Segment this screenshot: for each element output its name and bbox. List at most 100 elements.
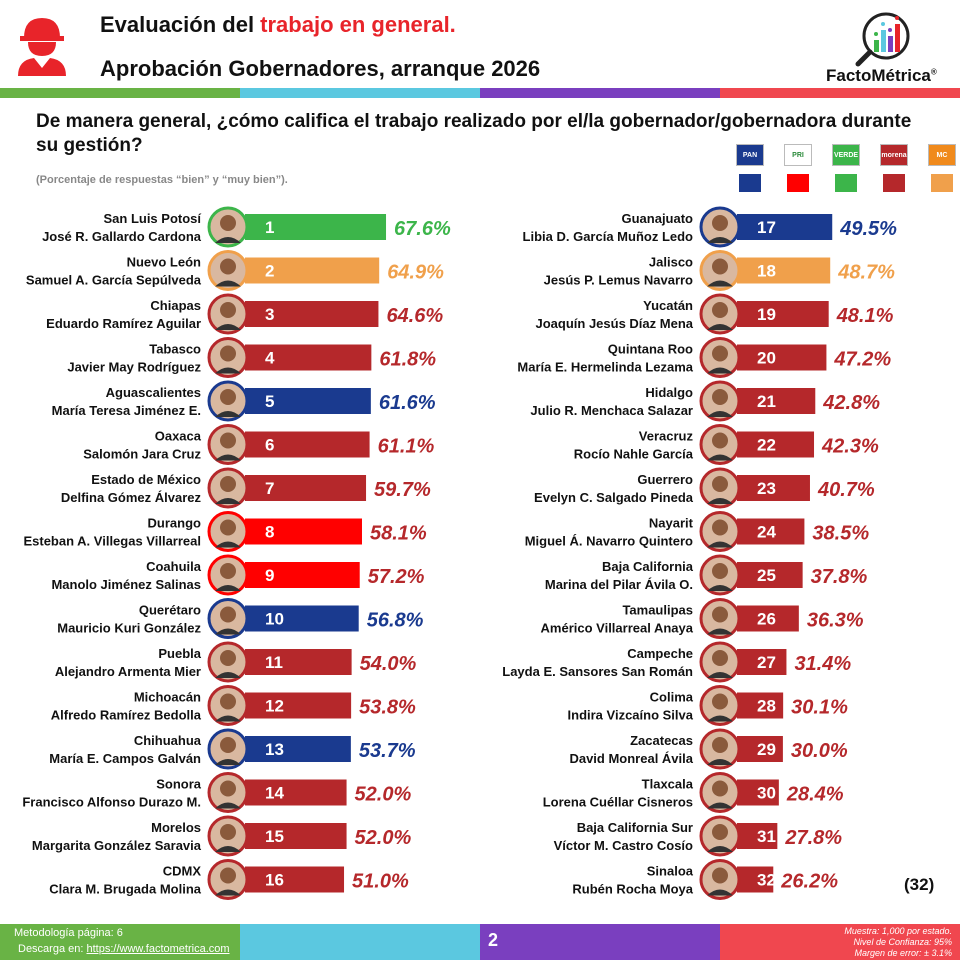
avatar-shoulders-icon (707, 367, 733, 374)
avatar-face-icon (220, 737, 236, 753)
avatar-face-icon (712, 215, 728, 231)
value-label: 38.5% (812, 523, 869, 545)
governor-label: José R. Gallardo Cardona (42, 229, 202, 244)
value-label: 64.6% (386, 305, 443, 327)
avatar-face-icon (712, 519, 728, 536)
rank-label: 28 (757, 697, 776, 716)
rank-label: 2 (265, 262, 274, 281)
avatar-shoulders-icon (215, 846, 241, 852)
governor-label: Américo Villarreal Anaya (541, 621, 694, 636)
avatar-shoulders-icon (215, 367, 241, 374)
value-label: 51.0% (352, 871, 409, 893)
governor-label: Lorena Cuéllar Cisneros (543, 795, 693, 810)
bar-19 (737, 301, 829, 327)
bar-21 (737, 388, 816, 414)
governor-label: Julio R. Menchaca Salazar (530, 403, 693, 418)
bar-12 (245, 692, 352, 719)
state-label: Sonora (156, 777, 202, 792)
value-label: 61.1% (378, 436, 435, 458)
bar-14 (245, 779, 347, 806)
governor-label: Marina del Pilar Ávila O. (545, 577, 693, 592)
avatar-shoulders-icon (707, 454, 733, 461)
avatar-shoulders-icon (215, 498, 241, 504)
margin-of-error: Margen de error: ± 3.1% (854, 948, 952, 958)
governor-label: Joaquín Jesús Díaz Mena (536, 316, 694, 331)
value-label: 42.8% (822, 392, 880, 414)
value-label: 52.0% (355, 784, 412, 806)
avatar-face-icon (712, 693, 728, 710)
bar-23 (737, 475, 810, 501)
avatar-face-icon (712, 650, 728, 666)
value-label: 59.7% (374, 479, 431, 501)
download-link[interactable]: https://www.factometrica.com (86, 943, 230, 955)
rank-label: 6 (265, 436, 274, 455)
rank-label: 14 (265, 784, 284, 803)
bar-13 (245, 736, 351, 762)
avatar-face-icon (712, 867, 728, 884)
state-label: Campeche (627, 646, 693, 661)
avatar-shoulders-icon (215, 237, 241, 243)
count-label: (32) (904, 875, 934, 894)
governor-label: Libia D. García Muñoz Ledo (523, 229, 694, 244)
bar-10 (245, 605, 359, 632)
state-label: Colima (650, 690, 694, 705)
bar-5 (245, 388, 371, 414)
governor-label: Indira Vizcaíno Silva (568, 708, 694, 723)
avatar-face-icon (712, 432, 728, 449)
rank-label: 9 (265, 566, 274, 585)
value-label: 47.2% (833, 349, 891, 371)
avatar-face-icon (220, 867, 236, 884)
avatar-shoulders-icon (707, 498, 733, 504)
governor-label: Mauricio Kuri González (57, 621, 201, 636)
value-label: 52.0% (355, 827, 412, 849)
avatar-shoulders-icon (707, 802, 733, 809)
state-label: Quintana Roo (608, 342, 693, 357)
governor-label: Miguel Á. Navarro Quintero (525, 534, 693, 549)
state-label: Tamaulipas (622, 603, 693, 618)
rank-label: 21 (757, 392, 776, 411)
rank-label: 26 (757, 610, 776, 629)
party-legend-pan: PAN (736, 144, 764, 192)
avatar-shoulders-icon (215, 628, 241, 635)
avatar-face-icon (712, 476, 728, 492)
avatar-shoulders-icon (707, 280, 733, 287)
bar-32 (737, 866, 774, 893)
value-label: 27.8% (784, 827, 842, 849)
avatar-shoulders-icon (215, 324, 241, 330)
avatar-shoulders-icon (707, 672, 733, 678)
party-color-swatch (739, 174, 761, 192)
rank-label: 13 (265, 740, 284, 759)
chart-note: (Porcentaje de respuestas “bien” y “muy … (36, 174, 288, 186)
avatar-shoulders-icon (707, 759, 733, 765)
party-logo-icon: VERDE (832, 144, 860, 166)
governor-label: María E. Campos Galván (49, 751, 201, 766)
value-label: 58.1% (370, 523, 427, 545)
avatar-shoulders-icon (707, 541, 733, 548)
state-label: Durango (148, 516, 202, 531)
governor-label: David Monreal Ávila (569, 751, 693, 766)
header: Evaluación del trabajo en general. Aprob… (0, 0, 960, 88)
rank-label: 20 (757, 349, 776, 368)
party-color-swatch (883, 174, 905, 192)
value-label: 56.8% (367, 610, 424, 632)
value-label: 30.0% (791, 740, 848, 762)
governor-label: Javier May Rodríguez (67, 360, 201, 375)
avatar-face-icon (220, 476, 236, 492)
rank-label: 19 (757, 305, 776, 324)
party-logo-icon: morena (880, 144, 908, 166)
party-logo-icon: PAN (736, 144, 764, 166)
avatar-shoulders-icon (215, 672, 241, 678)
factometrica-logo: FactoMétrica® (818, 8, 958, 88)
rank-label: 22 (757, 436, 776, 455)
bar-9 (245, 562, 360, 588)
rank-label: 32 (757, 871, 776, 890)
bar-15 (245, 823, 347, 849)
state-label: Chiapas (150, 298, 201, 313)
value-label: 37.8% (811, 566, 868, 588)
value-label: 57.2% (368, 566, 425, 588)
party-legend-morena: morena (880, 144, 908, 192)
governor-label: Eduardo Ramírez Aguilar (46, 316, 201, 331)
bar-16 (245, 866, 345, 893)
bar-8 (245, 518, 362, 545)
governor-label: Rubén Rocha Moya (572, 882, 693, 897)
